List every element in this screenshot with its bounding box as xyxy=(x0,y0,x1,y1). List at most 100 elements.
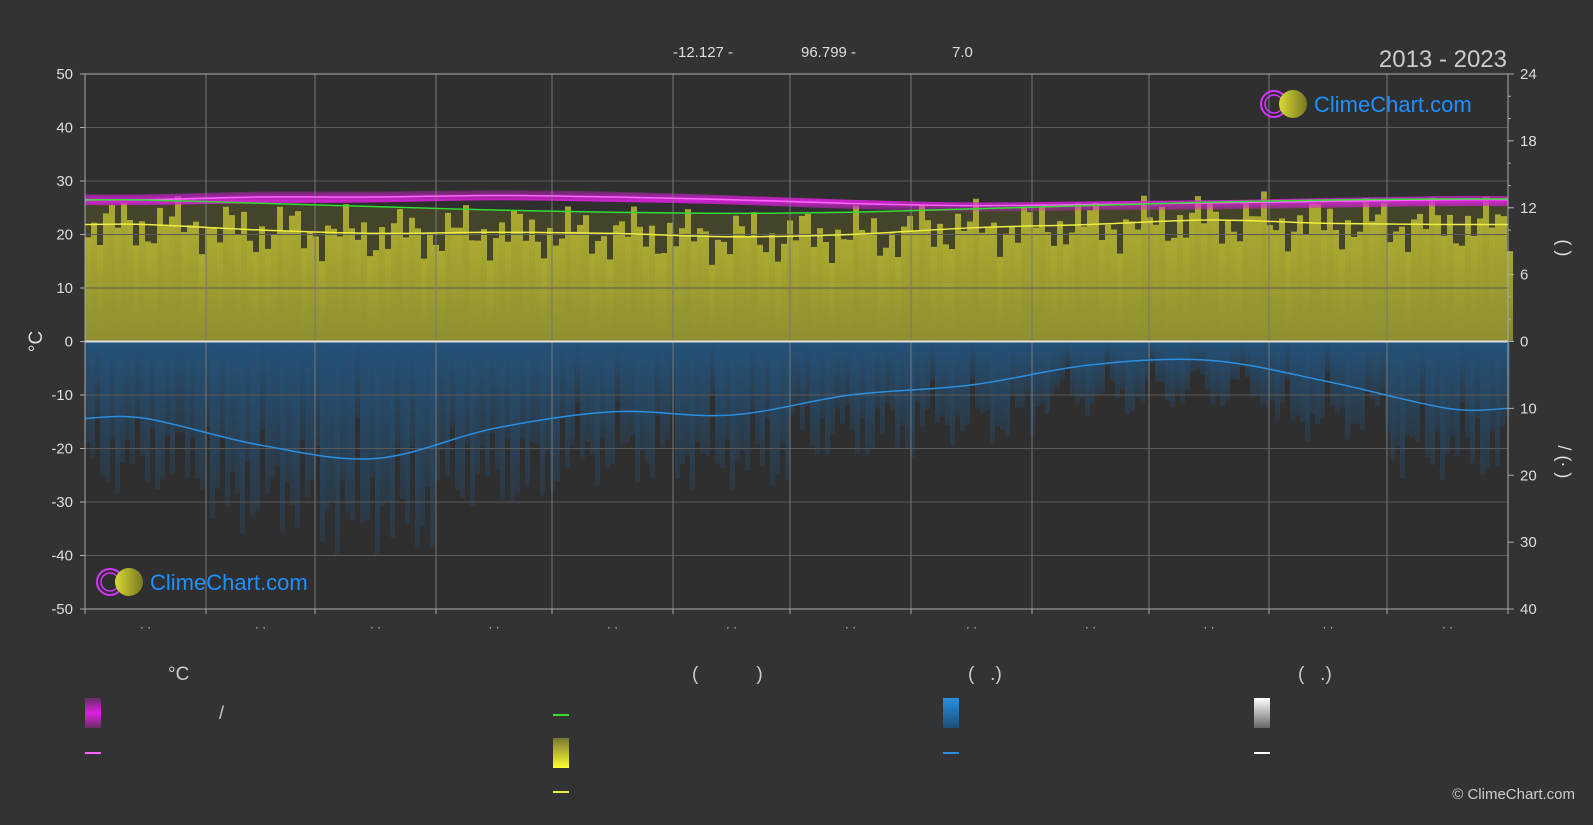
sunshine-bar xyxy=(943,244,949,342)
precipitation-bar xyxy=(230,341,235,473)
sunshine-bar xyxy=(499,222,505,342)
sunshine-bar xyxy=(169,216,175,342)
precipitation-bar xyxy=(380,341,385,507)
precipitation-bar xyxy=(1155,341,1160,383)
precipitation-bar xyxy=(900,341,905,426)
precipitation-bar xyxy=(160,341,165,480)
precipitation-bar xyxy=(140,341,145,457)
sunshine-bar xyxy=(103,213,109,342)
sunshine-bar xyxy=(355,239,361,342)
precipitation-bar xyxy=(1140,341,1145,404)
sunshine-bar xyxy=(991,222,997,342)
precipitation-bar xyxy=(430,341,435,548)
sunshine-bar xyxy=(313,236,319,342)
precipitation-bar xyxy=(1070,341,1075,396)
sunshine-bar xyxy=(1237,241,1243,342)
precipitation-bar xyxy=(835,341,840,409)
legend-swatch-sunshine-band xyxy=(553,738,569,768)
precipitation-bar xyxy=(245,341,250,462)
sunshine-bar xyxy=(1117,253,1123,342)
precipitation-bar xyxy=(980,341,985,414)
sunshine-bar xyxy=(1339,249,1345,342)
precipitation-bar xyxy=(505,341,510,440)
sunshine-bar xyxy=(907,215,913,342)
legend-col2-heading: ( ) xyxy=(692,664,763,685)
sunshine-bar xyxy=(709,264,715,342)
sunshine-bar xyxy=(931,246,937,342)
sunshine-bar xyxy=(733,215,739,342)
precipitation-bar xyxy=(1285,341,1290,380)
sunshine-bar xyxy=(961,230,967,342)
precipitation-bar xyxy=(1330,341,1335,407)
precipitation-bar xyxy=(575,341,580,404)
precipitation-bar xyxy=(1185,341,1190,390)
precipitation-bar xyxy=(640,341,645,452)
left-tick-label: -30 xyxy=(51,494,73,511)
precipitation-bar xyxy=(1230,341,1235,380)
sunshine-bar xyxy=(1381,202,1387,342)
sunshine-bar xyxy=(1477,218,1483,342)
precipitation-bar xyxy=(625,341,630,443)
sunshine-bar xyxy=(1015,242,1021,342)
sunshine-bar xyxy=(1231,231,1237,342)
precipitation-bar xyxy=(810,341,815,446)
sunshine-bar xyxy=(427,233,433,342)
precipitation-bar xyxy=(1370,341,1375,400)
sunshine-bar xyxy=(757,244,763,342)
sunshine-bar xyxy=(589,253,595,342)
precipitation-bar xyxy=(1215,341,1220,396)
precipitation-bar xyxy=(255,341,260,512)
precipitation-bar xyxy=(1170,341,1175,408)
sunshine-bar xyxy=(421,258,427,342)
precipitation-bar xyxy=(1200,341,1205,375)
precipitation-bar xyxy=(1410,341,1415,438)
precipitation-bar xyxy=(1210,341,1215,405)
sunshine-bar xyxy=(1105,224,1111,342)
precipitation-bar xyxy=(1355,341,1360,425)
sunshine-bar xyxy=(1063,244,1069,342)
precipitation-bar xyxy=(1010,341,1015,396)
precipitation-bar xyxy=(320,341,325,542)
logo-bottom-left: ClimeChart.com xyxy=(96,568,308,596)
legend-swatch-mean-line xyxy=(85,752,101,754)
precipitation-bar xyxy=(1345,341,1350,440)
precipitation-bar xyxy=(1470,341,1475,464)
sunshine-bar xyxy=(487,260,493,342)
sunshine-bar xyxy=(721,241,727,342)
x-tick-label: · · xyxy=(1442,620,1453,634)
x-tick-label: · · xyxy=(966,620,977,634)
precipitation-bar xyxy=(175,341,180,432)
x-tick-label: · · xyxy=(255,620,266,634)
sunshine-bar xyxy=(661,253,667,342)
sunshine-bar xyxy=(553,245,559,342)
sunshine-bar xyxy=(451,227,457,342)
right-top-axis-label: ( ) xyxy=(1554,239,1574,256)
precipitation-bar xyxy=(300,341,305,440)
right-top-tick-label: 6 xyxy=(1520,267,1528,284)
precipitation-bar xyxy=(265,341,270,494)
precipitation-bar xyxy=(235,341,240,493)
x-tick-label: · · xyxy=(370,620,381,634)
legend-col4-heading: ( .) xyxy=(1298,664,1332,685)
sunshine-bar xyxy=(631,206,637,342)
precipitation-bar xyxy=(935,341,940,423)
precipitation-bar xyxy=(1085,341,1090,417)
sunshine-bar xyxy=(571,231,577,342)
sunshine-bar xyxy=(1213,211,1219,342)
sunshine-bar xyxy=(1099,240,1105,342)
sunshine-bar xyxy=(307,231,313,342)
sunshine-bar xyxy=(1069,232,1075,342)
precipitation-bar xyxy=(780,341,785,444)
precipitation-bar xyxy=(1180,341,1185,404)
sunshine-bar xyxy=(1321,230,1327,342)
sunshine-bar xyxy=(751,212,757,342)
left-tick-label: -20 xyxy=(51,441,73,458)
sunshine-bar xyxy=(685,209,691,342)
sunshine-bar xyxy=(1075,202,1081,342)
left-tick-label: 10 xyxy=(56,280,73,297)
precipitation-bar xyxy=(715,341,720,464)
sunshine-bar xyxy=(283,231,289,342)
sunshine-bar xyxy=(841,239,847,342)
precipitation-bar xyxy=(345,341,350,512)
precipitation-bar xyxy=(1335,341,1340,413)
